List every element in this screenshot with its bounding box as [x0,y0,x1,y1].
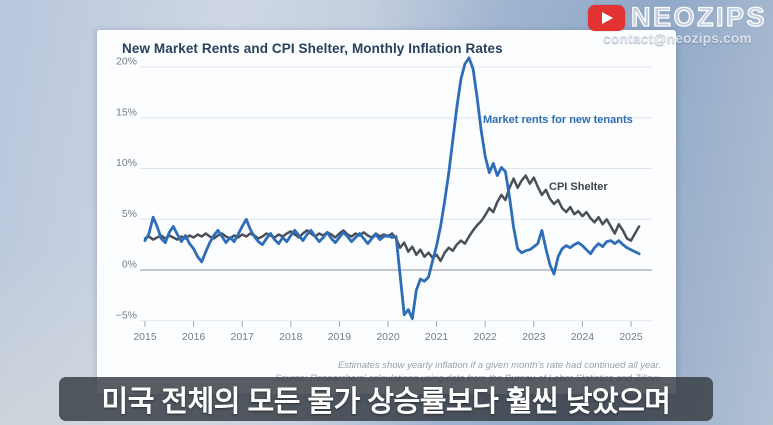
x-axis-label-2021: 2021 [425,331,449,343]
channel-watermark: NEOZIPS contact@neozips.com [587,1,767,46]
legend-cpi-shelter: CPI Shelter [549,181,608,193]
y-axis-label-5pct: 5% [122,208,137,220]
y-axis-label-0pct: 0% [122,259,137,271]
chart-card: New Market Rents and CPI Shelter, Monthl… [97,30,676,394]
footnote-estimates: Estimates show yearly inflation if a giv… [337,360,661,371]
x-axis-label-2023: 2023 [522,331,546,343]
y-axis-label-15pct: 15% [116,106,137,118]
x-axis-label-2022: 2022 [474,331,498,343]
x-axis-label-2018: 2018 [279,331,303,343]
x-axis-label-2025: 2025 [619,331,643,343]
x-axis-label-2015: 2015 [133,331,157,343]
youtube-play-icon[interactable] [587,4,625,31]
x-axis-label-2016: 2016 [182,331,206,343]
inflation-chart: 20% 15% 10% 5% 0% −5% 2015 2016 2017 2018 2019 2020… [116,56,652,343]
x-axis-label-2024: 2024 [571,331,595,343]
y-axis-label-20pct: 20% [116,56,137,68]
x-axis-label-2019: 2019 [328,331,352,343]
x-axis-label-2020: 2020 [376,331,400,343]
y-axis-label-10pct: 10% [116,157,137,169]
play-triangle-icon [601,11,613,24]
market-rents-line [143,56,641,321]
legend-market-rents: Market rents for new tenants [483,114,633,126]
chart-title: New Market Rents and CPI Shelter, Monthl… [122,41,503,56]
cpi-shelter-line [143,174,641,263]
channel-contact-email: contact@neozips.com [603,31,752,46]
subtitle-text: 미국 전체의 모든 물가 상승률보다 훨씬 낮았으며 [101,386,671,418]
x-axis-label-2017: 2017 [231,331,255,343]
channel-name: NEOZIPS [630,1,767,32]
subtitle-bar: 미국 전체의 모든 물가 상승률보다 훨씬 낮았으며 [59,377,713,421]
y-axis-label--5pct: −5% [116,309,137,321]
